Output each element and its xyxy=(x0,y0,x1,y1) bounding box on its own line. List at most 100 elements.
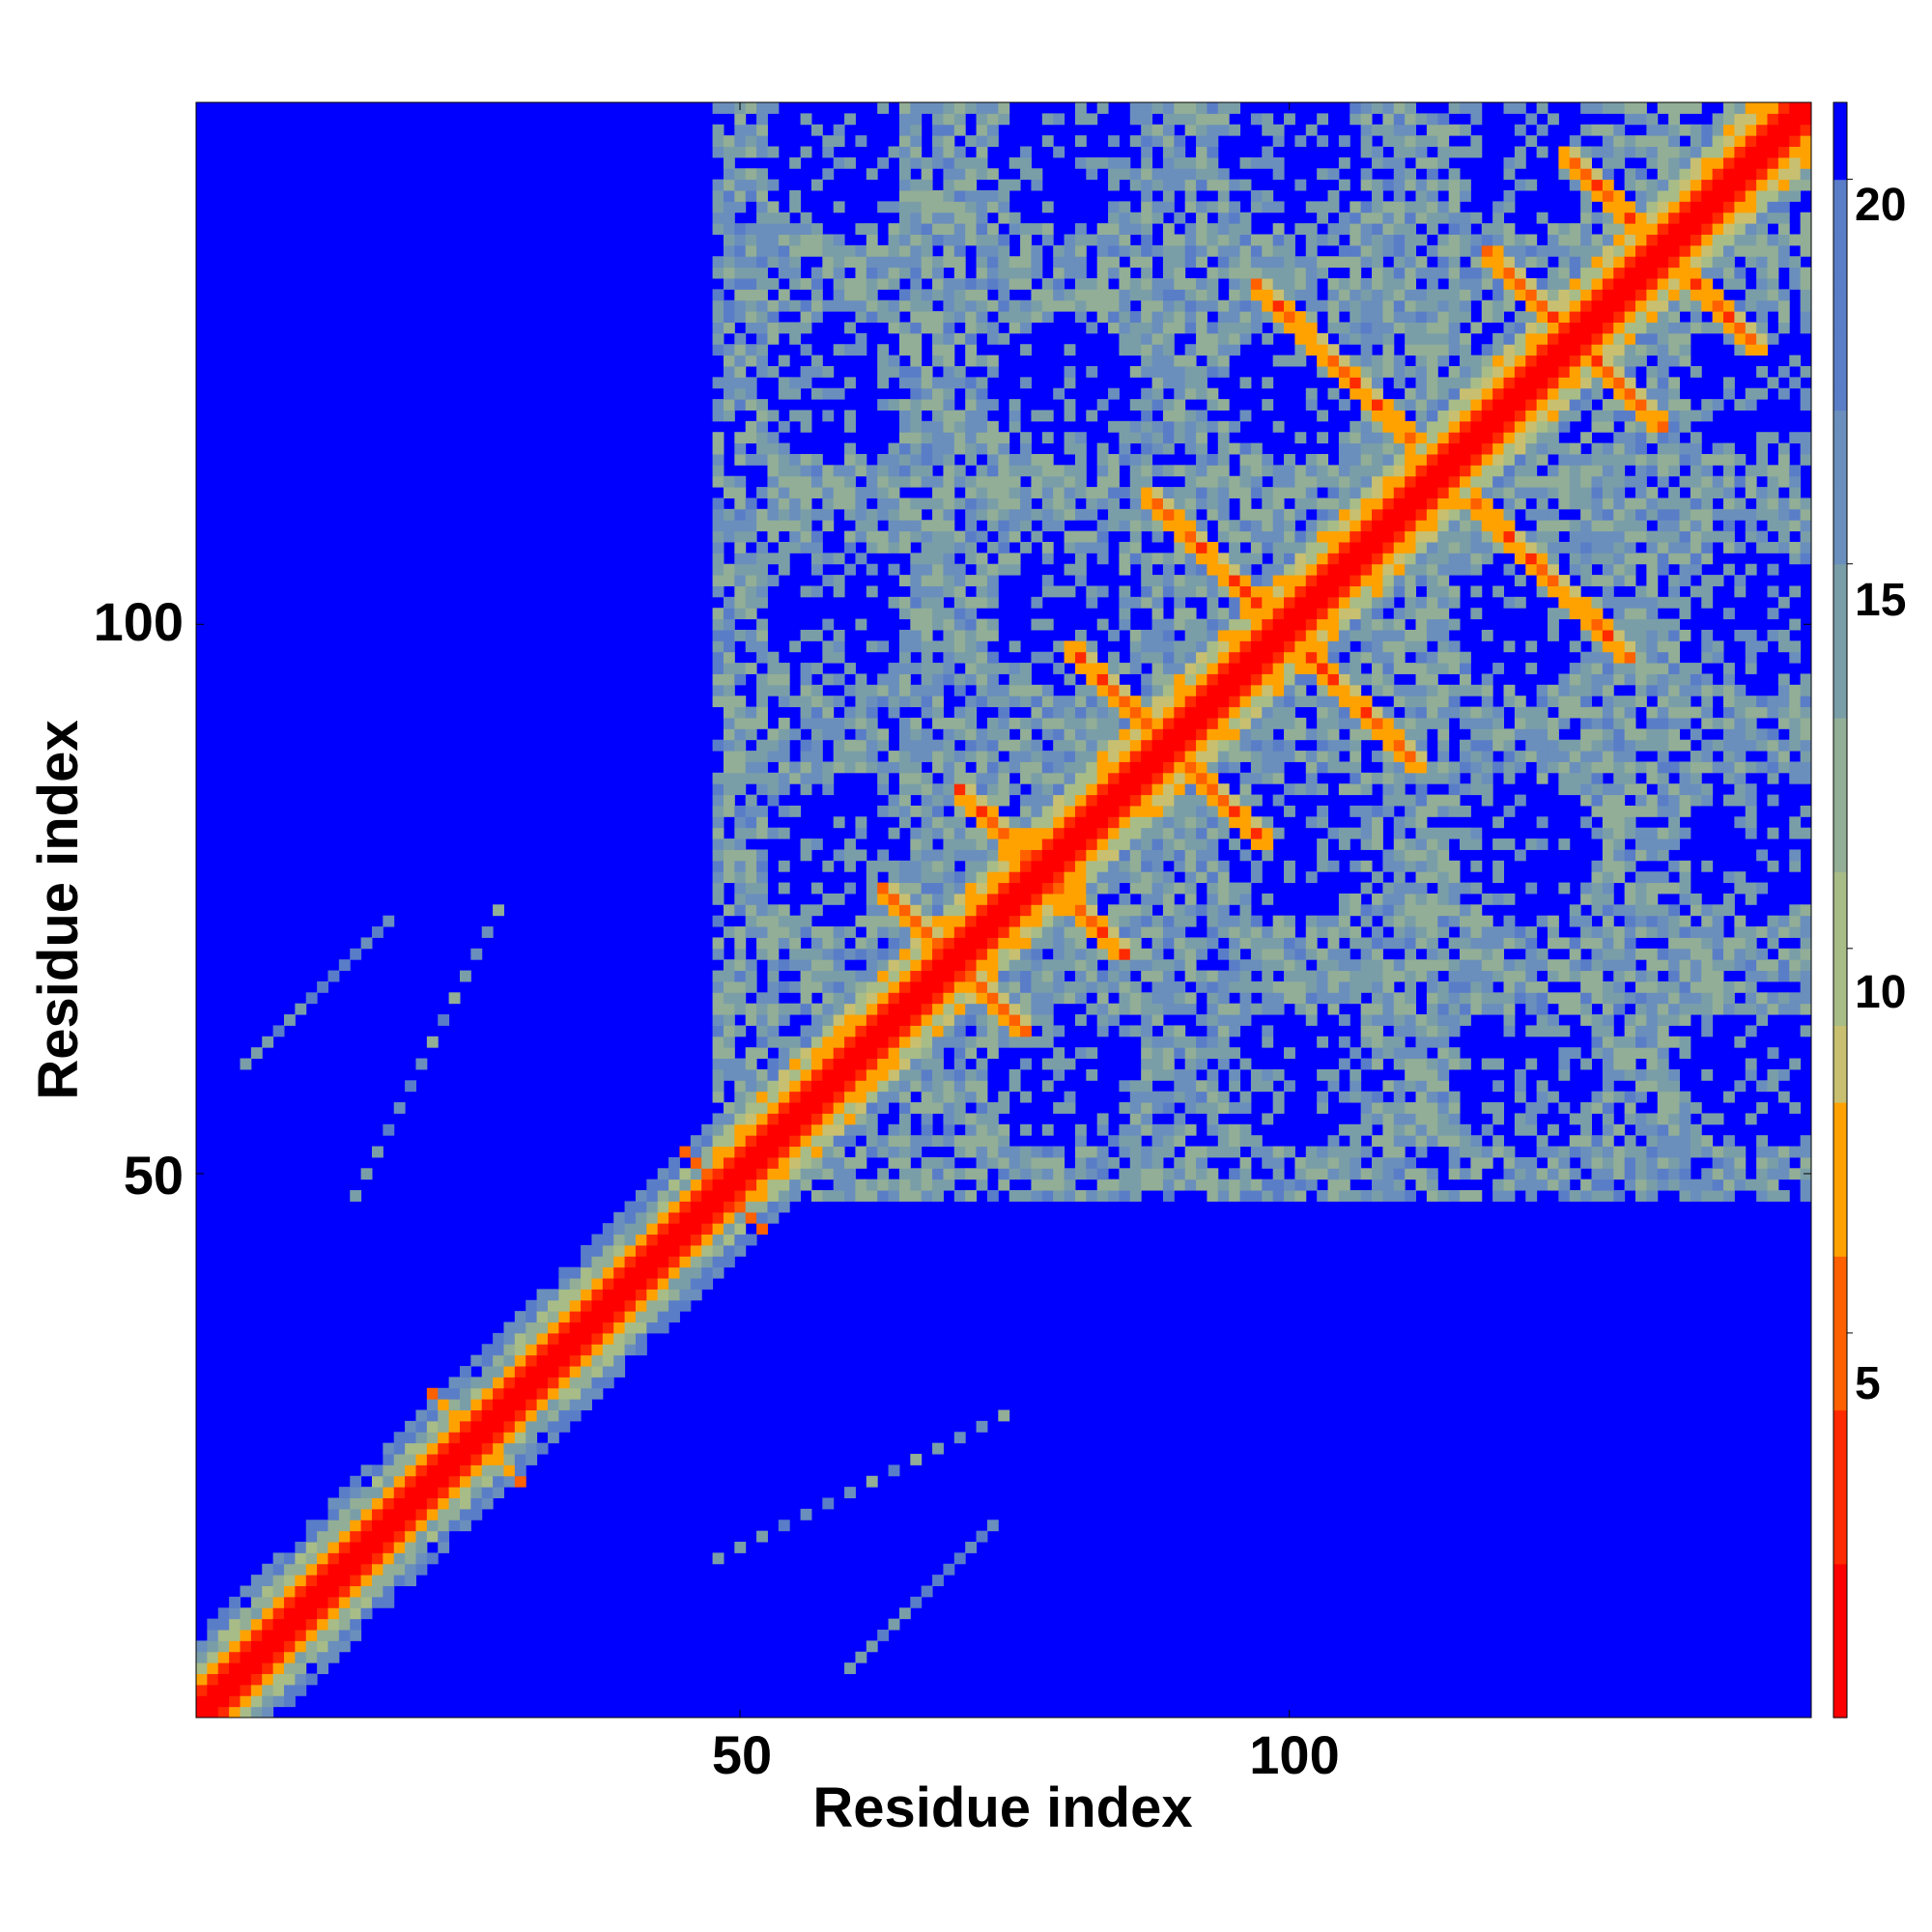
heatmap-cell xyxy=(1184,475,1197,488)
heatmap-cell xyxy=(1327,751,1340,762)
heatmap-cell xyxy=(679,1299,692,1312)
heatmap-cell xyxy=(986,915,999,927)
heatmap-cell xyxy=(1372,1179,1383,1191)
heatmap-cell xyxy=(1239,640,1252,653)
heatmap-cell xyxy=(1350,805,1362,817)
heatmap-cell xyxy=(953,608,966,620)
heatmap-cell xyxy=(756,1047,768,1060)
heatmap-cell xyxy=(196,1673,208,1686)
heatmap-cell xyxy=(295,1618,307,1631)
heatmap-cell xyxy=(800,772,812,784)
heatmap-cell xyxy=(1162,1168,1175,1180)
heatmap-cell xyxy=(1074,289,1087,301)
heatmap-cell xyxy=(953,1146,966,1158)
heatmap-cell xyxy=(1041,289,1054,301)
heatmap-cell xyxy=(1350,783,1362,796)
heatmap-cell xyxy=(986,1102,999,1114)
heatmap-cell xyxy=(526,1321,538,1334)
heatmap-cell xyxy=(910,585,923,598)
heatmap-cell xyxy=(844,948,856,960)
heatmap-cell xyxy=(1272,651,1285,664)
heatmap-cell xyxy=(657,1190,669,1202)
heatmap-cell xyxy=(1108,948,1120,960)
heatmap-cell xyxy=(943,135,955,147)
heatmap-cell xyxy=(635,1344,647,1356)
heatmap-cell xyxy=(283,1684,296,1696)
heatmap-cell xyxy=(393,1497,406,1510)
heatmap-cell xyxy=(448,1377,461,1389)
heatmap-cell xyxy=(1174,1003,1186,1015)
heatmap-cell xyxy=(1184,1091,1197,1103)
heatmap-cell xyxy=(1020,663,1032,674)
heatmap-cell xyxy=(1096,618,1109,631)
heatmap-cell xyxy=(1141,772,1153,784)
heatmap-cell xyxy=(1108,475,1120,488)
heatmap-cell xyxy=(932,256,944,269)
heatmap-cell xyxy=(1020,893,1032,905)
heatmap-cell xyxy=(756,332,768,345)
heatmap-cell xyxy=(426,1497,439,1510)
heatmap-cell xyxy=(1009,563,1021,576)
heatmap-cell xyxy=(1108,772,1120,784)
heatmap-cell xyxy=(1250,739,1263,752)
heatmap-cell xyxy=(998,432,1010,444)
heatmap-cell xyxy=(734,530,747,543)
heatmap-cell xyxy=(888,1080,900,1093)
heatmap-cell xyxy=(470,1432,483,1444)
heatmap-cell xyxy=(1184,410,1197,422)
heatmap-cell xyxy=(1305,926,1318,938)
heatmap-cell xyxy=(1338,1036,1350,1048)
heatmap-cell xyxy=(943,1014,955,1026)
heatmap-cell xyxy=(712,1068,724,1081)
heatmap-cell xyxy=(976,410,988,422)
heatmap-cell xyxy=(1250,860,1263,872)
heatmap-cell xyxy=(965,959,978,972)
heatmap-cell xyxy=(1031,1003,1043,1015)
heatmap-cell xyxy=(1064,893,1076,905)
heatmap-cell xyxy=(976,1420,988,1433)
heatmap-cell xyxy=(1262,267,1274,279)
heatmap-cell xyxy=(943,497,955,510)
heatmap-cell xyxy=(833,256,845,269)
heatmap-cell xyxy=(1229,234,1241,246)
heatmap-cell xyxy=(1239,980,1252,993)
heatmap-cell xyxy=(767,332,780,345)
heatmap-cell xyxy=(305,1651,318,1663)
heatmap-cell xyxy=(1184,805,1197,817)
heatmap-cell xyxy=(767,553,780,565)
heatmap-cell xyxy=(998,772,1010,784)
heatmap-cell xyxy=(405,1542,416,1553)
heatmap-cell xyxy=(855,849,867,862)
heatmap-cell xyxy=(943,1102,955,1114)
heatmap-cell xyxy=(822,959,835,972)
heatmap-cell xyxy=(943,948,955,960)
heatmap-cell xyxy=(932,344,944,356)
heatmap-cell xyxy=(1086,1047,1098,1060)
heatmap-cell xyxy=(1272,553,1285,565)
heatmap-cell xyxy=(767,751,780,762)
heatmap-cell xyxy=(1086,1068,1098,1081)
heatmap-cell xyxy=(932,420,944,433)
heatmap-cell xyxy=(1041,816,1054,829)
heatmap-cell xyxy=(855,487,867,498)
heatmap-cell xyxy=(932,497,944,510)
heatmap-cell xyxy=(723,1014,735,1026)
heatmap-cell xyxy=(1350,453,1362,466)
heatmap-cell xyxy=(1196,838,1208,850)
heatmap-cell xyxy=(1207,156,1219,169)
heatmap-cell xyxy=(1207,706,1219,719)
heatmap-cell xyxy=(701,1135,714,1148)
heatmap-cell xyxy=(1162,365,1175,378)
heatmap-cell xyxy=(1041,783,1054,796)
heatmap-cell xyxy=(1372,596,1383,609)
heatmap-cell xyxy=(866,1102,878,1114)
heatmap-cell xyxy=(932,212,944,224)
heatmap-cell xyxy=(1229,882,1241,895)
heatmap-cell xyxy=(679,1168,692,1180)
heatmap-cell xyxy=(1184,751,1197,762)
heatmap-cell xyxy=(1096,520,1109,532)
heatmap-cell xyxy=(383,1542,395,1553)
heatmap-cell xyxy=(921,915,933,927)
heatmap-cell xyxy=(1250,553,1263,565)
heatmap-cell xyxy=(1217,585,1230,598)
